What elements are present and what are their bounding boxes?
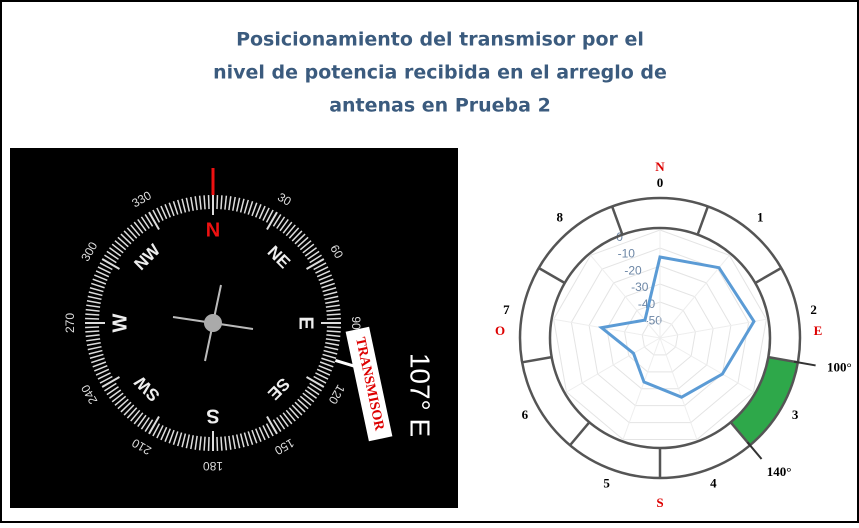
degree-label: 90: [349, 316, 363, 330]
title-line: antenas en Prueba 2: [329, 95, 551, 117]
sector-label: 1: [757, 209, 764, 224]
r-tick-label: -30: [631, 280, 649, 294]
sector-label: 8: [556, 209, 563, 224]
title-line: Posicionamiento del transmisor por el: [236, 29, 644, 51]
highlight-label: 140°: [767, 464, 792, 479]
dial-tick: [204, 437, 205, 451]
dial-tick: [327, 331, 341, 332]
cardinal-label: S: [206, 405, 219, 427]
degree-label: 180: [203, 459, 223, 473]
dial-tick: [85, 331, 99, 332]
degree-label: 270: [63, 313, 77, 333]
sector-label: 5: [603, 476, 610, 491]
sector-label: 0: [657, 175, 664, 190]
dial-tick: [85, 314, 99, 315]
cardinal-label: E: [814, 323, 823, 338]
title-line: nivel de potencia recibida en el arreglo…: [213, 62, 667, 84]
dial-tick: [221, 195, 222, 209]
sector-label: 7: [503, 302, 510, 317]
dial-tick: [221, 437, 222, 451]
cardinal-label: N: [206, 219, 220, 241]
highlight-label: 100°: [827, 360, 852, 375]
cardinal-label: S: [656, 495, 663, 510]
sector-label: 4: [710, 476, 717, 491]
sector-label: 2: [810, 302, 817, 317]
cardinal-label: N: [655, 159, 665, 174]
r-tick-label: -20: [624, 263, 642, 277]
cardinal-label: E: [295, 316, 317, 329]
dial-tick: [327, 314, 341, 315]
needle-hub: [204, 314, 222, 332]
sector-label: 6: [522, 407, 529, 422]
r-tick-label: -10: [618, 247, 636, 261]
sector-label: 3: [792, 407, 799, 422]
dial-tick: [204, 195, 205, 209]
heading-label: 107° E: [405, 353, 436, 437]
cardinal-label: O: [495, 323, 505, 338]
cardinal-label: W: [109, 313, 131, 332]
